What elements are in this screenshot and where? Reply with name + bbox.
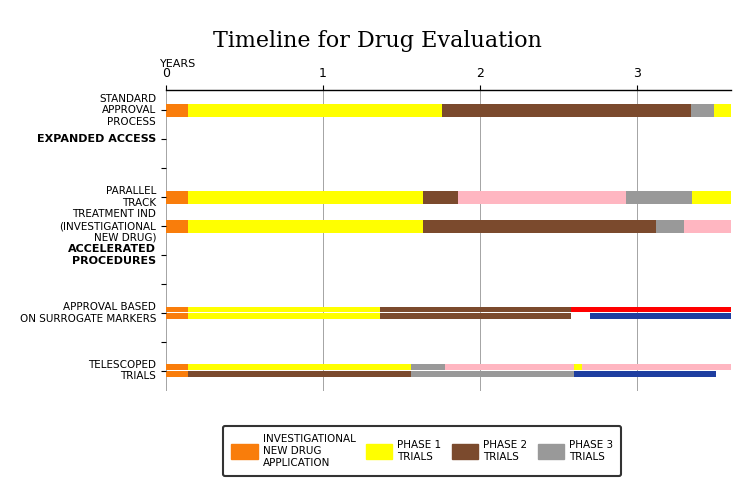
Bar [166,190,188,203]
Bar [572,307,731,312]
Bar [188,104,443,117]
Bar [166,364,188,370]
Bar [188,364,411,370]
Bar [582,364,731,370]
Text: Timeline for Drug Evaluation: Timeline for Drug Evaluation [213,30,541,52]
Bar [575,371,716,377]
Bar [166,104,188,117]
Bar [714,104,731,117]
Bar [166,313,188,319]
Bar [590,313,731,319]
Bar [446,364,575,370]
Bar [691,104,714,117]
Bar [626,190,692,203]
Bar [685,219,731,232]
Bar [379,307,572,312]
Bar [575,364,582,370]
Bar [424,190,458,203]
Bar [656,219,685,232]
Bar [188,190,424,203]
Bar [188,313,379,319]
Bar [443,104,691,117]
Bar [424,219,656,232]
Bar [411,371,446,377]
Bar [166,307,188,312]
Bar [188,307,379,312]
Bar [411,364,446,370]
Text: YEARS: YEARS [160,59,197,69]
Bar [446,371,575,377]
Bar [166,219,188,232]
Bar [458,190,626,203]
Bar [166,371,188,377]
Bar [188,371,411,377]
Legend: INVESTIGATIONAL
NEW DRUG
APPLICATION, PHASE 1
TRIALS, PHASE 2
TRIALS, PHASE 3
TR: INVESTIGATIONAL NEW DRUG APPLICATION, PH… [223,426,621,476]
Bar [692,190,731,203]
Bar [379,313,572,319]
Bar [188,219,424,232]
